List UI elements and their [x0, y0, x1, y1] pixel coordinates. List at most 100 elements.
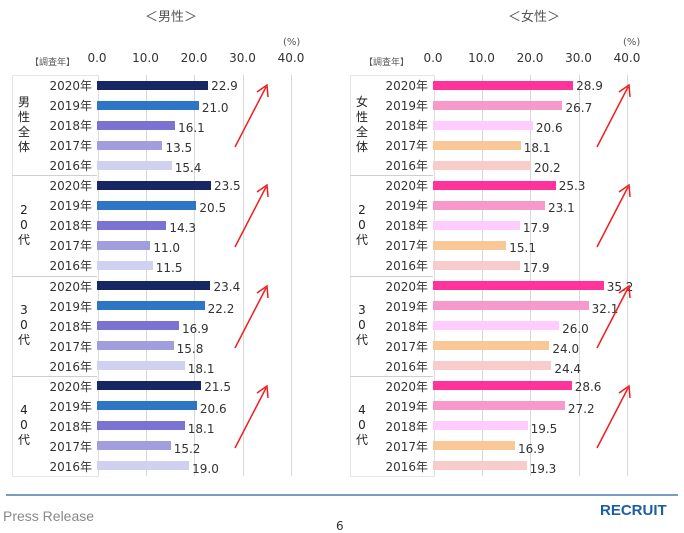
bar: [433, 120, 533, 130]
bar: [97, 260, 153, 270]
gridline: [145, 75, 147, 476]
tick-label: 20.0: [516, 51, 544, 65]
year-label: 2020年: [49, 379, 92, 394]
year-label: 2017年: [385, 239, 428, 254]
year-label: 2018年: [385, 219, 428, 234]
tick-label: 0.0: [423, 51, 443, 65]
unit-label: (%): [283, 37, 301, 48]
year-label: 2016年: [385, 259, 428, 274]
year-label: 2020年: [385, 79, 428, 93]
value-label: 21.5: [204, 379, 231, 394]
trend-arrow: [234, 83, 269, 148]
gridline: [291, 75, 292, 476]
value-label: 21.0: [201, 101, 229, 115]
group-label: 20代: [17, 202, 30, 247]
chart-title: ＜女性＞: [508, 10, 561, 25]
row-header: 【調査年】: [364, 58, 410, 68]
bar: [433, 461, 527, 471]
bar: [433, 80, 574, 90]
group-separator: [350, 275, 433, 277]
bar: [97, 140, 163, 150]
value-label: 19.3: [529, 461, 557, 476]
value-label: 23.4: [213, 279, 241, 294]
value-label: 25.3: [558, 179, 586, 194]
bar: [433, 220, 520, 230]
value-label: 11.0: [153, 241, 181, 256]
bar: [97, 100, 199, 110]
bar: [97, 120, 176, 130]
bar: [97, 281, 211, 291]
press-release-label: Press Release: [3, 508, 95, 524]
trend-arrow: [596, 83, 631, 148]
bar: [97, 240, 151, 250]
value-label: 20.6: [199, 401, 227, 416]
year-label: 2020年: [49, 279, 92, 294]
page-number: 6: [336, 519, 344, 533]
bar: [97, 321, 179, 331]
value-label: 17.9: [522, 221, 550, 236]
year-label: 2016年: [385, 159, 428, 173]
value-label: 24.4: [554, 361, 582, 376]
year-label: 2017年: [49, 439, 92, 454]
group-separator: [12, 375, 97, 377]
bar: [433, 240, 507, 250]
year-label: 2019年: [385, 299, 428, 314]
group-separator: [350, 175, 433, 177]
bar: [433, 100, 563, 110]
value-label: 20.6: [535, 121, 563, 135]
value-label: 19.5: [530, 421, 558, 436]
year-label: 2017年: [385, 339, 428, 354]
group-separator: [12, 275, 97, 277]
bar: [97, 461, 190, 471]
tick-label: 30.0: [565, 51, 592, 65]
value-label: 32.1: [591, 301, 619, 316]
row-header: 【調査年】: [30, 58, 76, 68]
footer-divider: [6, 494, 678, 496]
recruit-logo: RECRUIT: [600, 502, 667, 519]
group-separator: [350, 375, 433, 377]
bar: [97, 200, 197, 210]
year-label: 2017年: [49, 339, 92, 354]
value-label: 18.1: [523, 141, 551, 155]
value-label: 18.1: [187, 361, 215, 376]
tick-label: 40.0: [613, 51, 641, 65]
value-label: 26.0: [562, 321, 589, 336]
year-label: 2019年: [385, 399, 428, 414]
trend-arrow: [596, 183, 631, 248]
year-label: 2017年: [49, 139, 92, 153]
trend-arrow: [596, 284, 631, 348]
bar: [433, 401, 565, 411]
value-label: 20.2: [533, 161, 561, 175]
bar: [97, 220, 167, 230]
year-label: 2020年: [385, 379, 428, 394]
value-label: 28.9: [576, 79, 603, 93]
bar: [433, 260, 520, 270]
year-label: 2020年: [385, 279, 428, 294]
bar: [97, 180, 211, 190]
value-label: 15.1: [509, 241, 536, 256]
chart-title: ＜男性＞: [145, 10, 198, 25]
value-label: 19.0: [192, 461, 219, 476]
year-label: 2019年: [49, 199, 92, 214]
value-label: 11.5: [155, 261, 183, 276]
bar: [97, 361, 185, 371]
bar: [433, 341, 550, 351]
bar: [433, 361, 552, 371]
tick-label: 40.0: [277, 51, 305, 65]
value-label: 20.5: [199, 201, 227, 216]
value-label: 22.9: [211, 79, 238, 93]
year-label: 2018年: [385, 419, 428, 434]
tick-label: 10.0: [132, 51, 159, 65]
gridline: [194, 75, 195, 476]
tick-label: 20.0: [180, 51, 208, 65]
value-label: 24.0: [552, 341, 580, 356]
group-label: 女性全体: [355, 95, 368, 154]
unit-label: (%): [623, 37, 641, 48]
year-label: 2017年: [385, 139, 428, 153]
value-label: 27.2: [567, 401, 595, 416]
gridline: [578, 75, 580, 476]
value-label: 23.5: [213, 179, 241, 194]
year-label: 2018年: [49, 219, 92, 234]
trend-arrow: [596, 384, 631, 449]
bar: [433, 160, 531, 170]
